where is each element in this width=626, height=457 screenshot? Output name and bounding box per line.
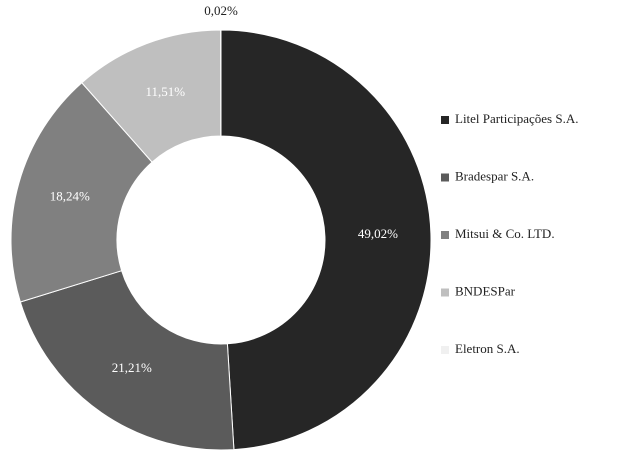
legend-swatch bbox=[441, 346, 449, 354]
data-label: 21,21% bbox=[112, 360, 152, 375]
data-label: 49,02% bbox=[358, 226, 398, 241]
legend-swatch bbox=[441, 173, 449, 182]
legend-label: Bradespar S.A. bbox=[455, 168, 534, 183]
legend-label: Mitsui & Co. LTD. bbox=[455, 226, 555, 241]
legend-swatch bbox=[441, 288, 449, 297]
legend-swatch bbox=[441, 231, 449, 239]
data-label: 11,51% bbox=[145, 84, 185, 99]
data-label: 18,24% bbox=[50, 189, 90, 204]
legend-label: Eletron S.A. bbox=[455, 341, 520, 356]
legend-label: Litel Participações S.A. bbox=[455, 111, 578, 126]
legend-swatch bbox=[441, 116, 449, 124]
legend-label: BNDESPar bbox=[455, 283, 516, 298]
data-label: 0,02% bbox=[204, 3, 238, 18]
donut-slice bbox=[19, 270, 235, 451]
donut-slice bbox=[10, 82, 153, 303]
donut-slice bbox=[220, 29, 432, 451]
